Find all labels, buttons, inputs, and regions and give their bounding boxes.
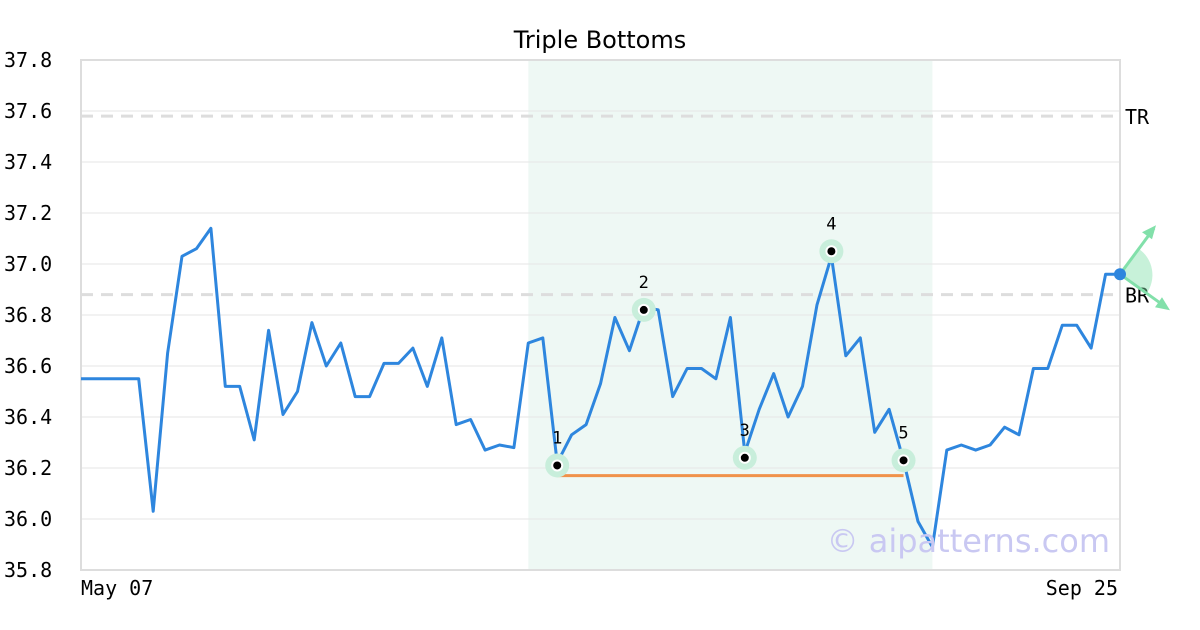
pattern-points-layer: 1 2 3 4 5 <box>545 214 916 478</box>
y-tick-label: 36.6 <box>4 354 52 378</box>
direction-fan <box>1120 248 1153 295</box>
pattern-point-label: 2 <box>639 273 649 293</box>
pattern-point-3 <box>738 451 751 464</box>
y-tick-label: 37.0 <box>4 252 52 276</box>
x-tick-label: May 07 <box>81 576 153 600</box>
y-tick-label: 36.0 <box>4 507 52 531</box>
pattern-point-2 <box>637 303 650 316</box>
pattern-point-label: 5 <box>898 423 908 443</box>
up-arrow-head <box>1142 225 1156 240</box>
y-tick-label: 37.2 <box>4 201 52 225</box>
breakout-point <box>1114 268 1126 281</box>
pattern-point-label: 4 <box>826 214 836 234</box>
pattern-point-5 <box>897 454 910 467</box>
breakout-layer <box>1114 225 1170 311</box>
y-tick-label: 37.6 <box>4 99 52 123</box>
axis-ticks: 35.8 36.0 36.2 36.4 36.6 36.8 37.0 37.2 37.4 37.6… <box>4 48 1118 600</box>
y-tick-label: 35.8 <box>4 558 52 582</box>
level-label-tr: TR <box>1125 105 1150 129</box>
y-tick-label: 37.8 <box>4 48 52 72</box>
pattern-point-label: 1 <box>552 428 562 448</box>
plot-frame <box>80 59 1121 571</box>
x-tick-label: Sep 25 <box>1046 576 1118 600</box>
y-tick-label: 36.8 <box>4 303 52 327</box>
price-series-layer <box>81 226 1120 549</box>
chart-title: Triple Bottoms <box>513 26 687 54</box>
watermark: © aipatterns.com <box>827 522 1110 560</box>
down-arrow-head <box>1155 297 1170 311</box>
y-tick-label: 37.4 <box>4 150 52 174</box>
price-series-line <box>81 226 1120 549</box>
pattern-point-1 <box>551 459 564 472</box>
pattern-point-4 <box>825 245 838 258</box>
pattern-point-label: 3 <box>740 421 750 441</box>
y-tick-label: 36.4 <box>4 405 52 429</box>
down-arrow-shaft <box>1119 272 1167 309</box>
y-tick-label: 36.2 <box>4 456 52 480</box>
